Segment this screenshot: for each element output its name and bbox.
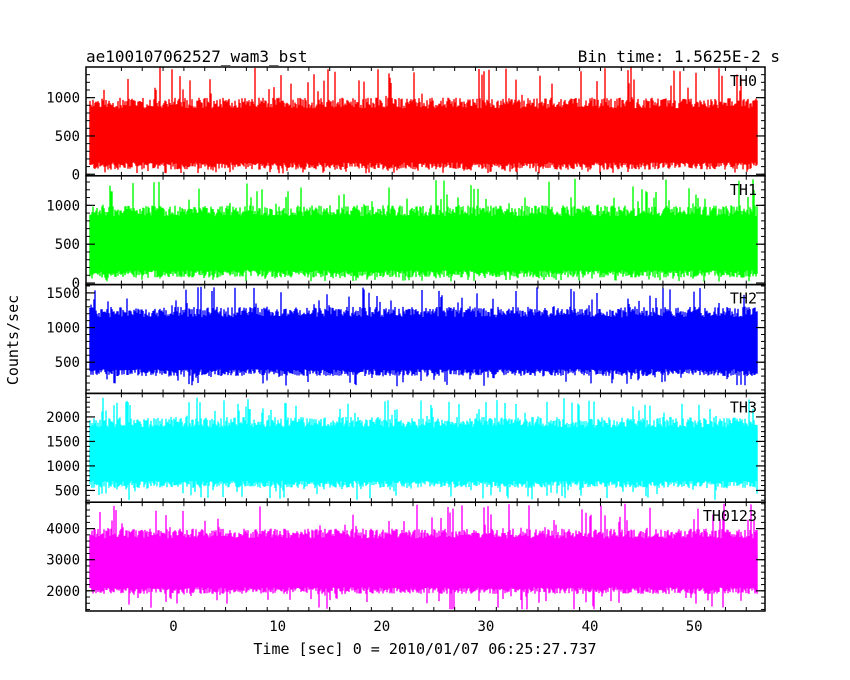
y-axis-label: Counts/sec bbox=[4, 295, 22, 385]
x-axis: 0 10 20 30 40 50 bbox=[169, 619, 702, 635]
y-tick-label: 1500 bbox=[46, 434, 80, 450]
y-tick-label: 3000 bbox=[46, 553, 80, 569]
panel-label-th2: TH2 bbox=[730, 290, 757, 308]
panel-label-th1: TH1 bbox=[730, 181, 757, 199]
y-tick-label: 2000 bbox=[46, 410, 80, 426]
series-trace-th0 bbox=[89, 67, 758, 174]
y-tick-label: 500 bbox=[55, 237, 80, 253]
x-tick-label: 50 bbox=[686, 619, 703, 635]
panel-label-th0: TH0 bbox=[730, 72, 757, 90]
x-axis-label: Time [sec] 0 = 2010/01/07 06:25:27.737 bbox=[253, 640, 596, 658]
x-tick-label: 20 bbox=[373, 619, 390, 635]
panel-th2: 500 1000 1500 TH2 bbox=[46, 283, 766, 395]
y-tick-label: 1000 bbox=[46, 91, 80, 107]
chart-title: ae100107062527_wam3_bst bbox=[86, 47, 308, 66]
y-tick-label: 500 bbox=[55, 129, 80, 145]
panel-th0: 0 500 1000 TH0 bbox=[46, 66, 766, 183]
y-tick-label: 4000 bbox=[46, 522, 80, 538]
panel-th0123: 2000 3000 4000 TH0123 bbox=[46, 501, 766, 612]
y-tick-label: 500 bbox=[55, 355, 80, 371]
y-tick-label: 0 bbox=[72, 167, 80, 183]
series-trace-th1 bbox=[89, 178, 758, 282]
y-tick-label: 500 bbox=[55, 483, 80, 499]
x-tick-label: 0 bbox=[169, 619, 177, 635]
series-trace-th0123 bbox=[89, 503, 758, 610]
y-tick-label: 1500 bbox=[46, 286, 80, 302]
panel-label-th0123: TH0123 bbox=[703, 507, 757, 525]
panel-frame bbox=[85, 501, 766, 612]
series-trace-th2 bbox=[89, 286, 758, 387]
x-tick-label: 10 bbox=[269, 619, 286, 635]
x-tick-label: 40 bbox=[582, 619, 599, 635]
x-tick-label: 30 bbox=[477, 619, 494, 635]
series-trace-th3 bbox=[89, 397, 758, 500]
panel-th3: 500 1000 1500 2000 TH3 bbox=[46, 392, 766, 503]
panels-group: 0 500 1000 TH0 0 500 1000 TH1 500 1000 1500 TH2 500 1… bbox=[46, 66, 766, 612]
y-tick-label: 0 bbox=[72, 276, 80, 292]
y-tick-label: 2000 bbox=[46, 584, 80, 600]
panel-th1: 0 500 1000 TH1 bbox=[46, 175, 766, 292]
y-tick-label: 1000 bbox=[46, 459, 80, 475]
panel-label-th3: TH3 bbox=[730, 398, 757, 416]
bin-time-label: Bin time: 1.5625E-2 s bbox=[578, 47, 780, 66]
y-tick-label: 1000 bbox=[46, 321, 80, 337]
y-tick-label: 1000 bbox=[46, 198, 80, 214]
